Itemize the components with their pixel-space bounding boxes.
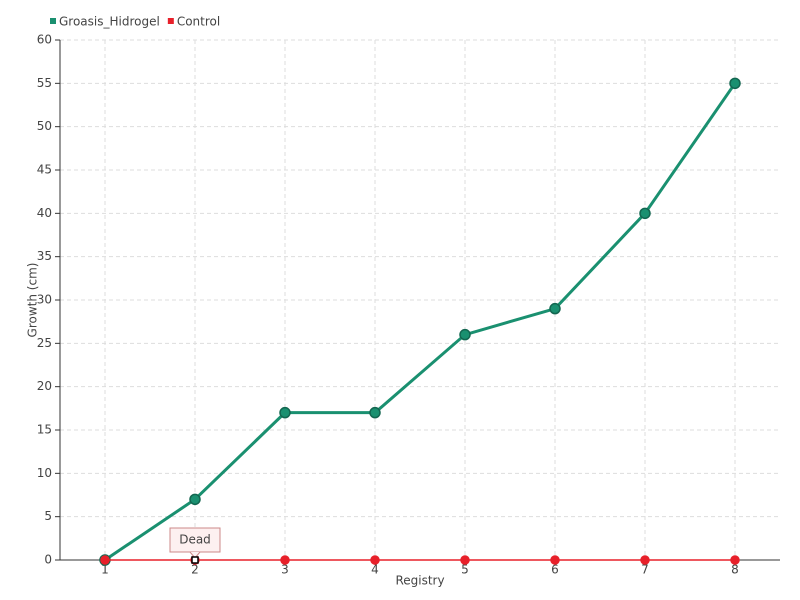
x-tick-label: 6	[551, 563, 559, 577]
x-tick-label: 8	[731, 563, 739, 577]
data-point	[730, 555, 740, 565]
data-point	[459, 328, 471, 341]
x-tick-label: 7	[641, 563, 649, 577]
y-tick-label: 55	[37, 76, 52, 90]
legend-swatch	[167, 18, 174, 24]
y-tick-label: 35	[37, 249, 52, 263]
y-tick-label: 50	[37, 119, 52, 133]
x-tick-label: 5	[461, 563, 469, 577]
y-tick-label: 40	[37, 206, 52, 220]
legend-label: Groasis_Hidrogel	[59, 15, 160, 29]
x-tick-label: 3	[281, 563, 289, 577]
data-point	[189, 493, 201, 506]
y-axis-label: Growth (cm)	[26, 263, 40, 338]
data-point	[729, 77, 741, 90]
data-point	[550, 555, 560, 565]
y-tick-label: 60	[37, 33, 52, 47]
y-tick-label: 20	[37, 379, 52, 393]
data-point	[370, 555, 380, 565]
series-line	[104, 82, 737, 562]
x-tick-label: 1	[101, 563, 109, 577]
annotation-marker	[191, 556, 199, 564]
x-tick-label: 4	[371, 563, 379, 577]
y-tick-label: 15	[37, 423, 52, 437]
legend-swatch	[50, 18, 56, 24]
data-point	[639, 207, 651, 220]
y-tick-label: 30	[37, 293, 52, 307]
x-axis-label: Registry	[395, 574, 444, 588]
annotation-box	[169, 527, 221, 553]
x-tick-label: 2	[191, 563, 199, 577]
y-tick-label: 10	[37, 466, 52, 480]
data-point	[369, 406, 381, 419]
y-tick-label: 25	[37, 336, 52, 350]
y-tick-label: 0	[44, 553, 52, 567]
data-point	[460, 555, 470, 565]
y-tick-label: 5	[44, 509, 52, 523]
data-point	[640, 555, 650, 565]
y-tick-label: 45	[37, 163, 52, 177]
legend-label: Control	[177, 15, 220, 29]
data-point	[549, 302, 561, 315]
annotation: Dead	[179, 533, 211, 547]
data-point	[100, 555, 110, 565]
data-point	[280, 555, 290, 565]
data-point	[279, 406, 291, 419]
